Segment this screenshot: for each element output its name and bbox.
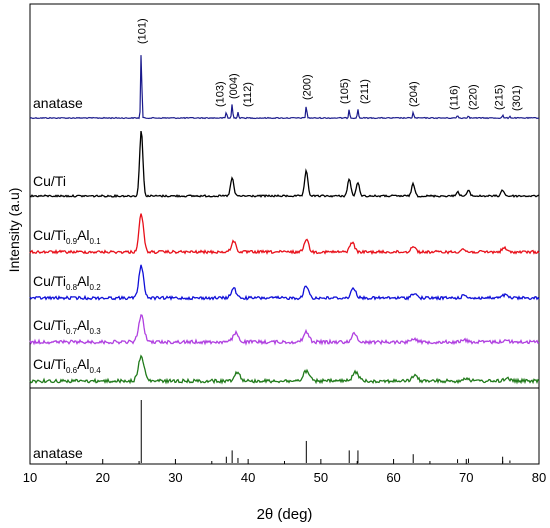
trace-1 [29,130,540,199]
xrd-traces [29,55,540,385]
peak-labels: (101) (103) (004) (112) (200) (105) (211) (204)… [136,18,523,111]
peak-label-6: (211) [359,79,371,104]
series-labels: anatase Cu/Ti Cu/Ti0.9Al0.1 Cu/Ti0.8Al0.2 Cu… [33,95,101,375]
peak-label-8: (116) [449,85,461,110]
trace-4 [29,314,540,346]
peak-label-1: (103) [214,81,226,107]
x-tick-label-4: 50 [314,470,328,485]
peak-label-9: (220) [467,84,479,110]
peak-label-4: (200) [301,74,313,100]
reference-pattern: anatase [33,400,511,463]
y-axis-label: Intensity (a.u) [6,188,22,273]
x-tick-label-6: 70 [459,470,473,485]
x-axis: 10 20 30 40 50 60 70 80 [23,459,546,485]
x-tick-label-1: 20 [95,470,109,485]
peak-label-3: (112) [242,82,254,107]
peak-label-11: (301) [511,85,523,111]
reference-label: anatase [33,445,83,461]
trace-5 [29,354,540,385]
x-tick-label-7: 80 [532,470,546,485]
peak-label-0: (101) [136,18,148,44]
x-tick-label-3: 40 [241,470,255,485]
peak-label-5: (105) [339,78,351,104]
peak-label-2: (004) [228,73,240,99]
trace-3 [29,264,540,301]
series-label-2: Cu/Ti0.9Al0.1 [33,227,101,246]
series-label-3: Cu/Ti0.8Al0.2 [33,273,101,292]
x-tick-label-0: 10 [23,470,37,485]
series-label-1: Cu/Ti [33,173,66,189]
series-label-5: Cu/Ti0.6Al0.4 [33,356,101,375]
lower-panel-frame [29,387,540,465]
x-tick-label-5: 60 [386,470,400,485]
trace-2 [29,213,540,256]
series-label-0: anatase [33,95,83,111]
trace-0 [29,55,540,120]
x-axis-label: 2θ (deg) [257,506,313,523]
x-tick-label-2: 30 [168,470,182,485]
series-label-4: Cu/Ti0.7Al0.3 [33,317,101,336]
peak-label-7: (204) [408,81,420,107]
peak-label-10: (215) [494,84,506,110]
